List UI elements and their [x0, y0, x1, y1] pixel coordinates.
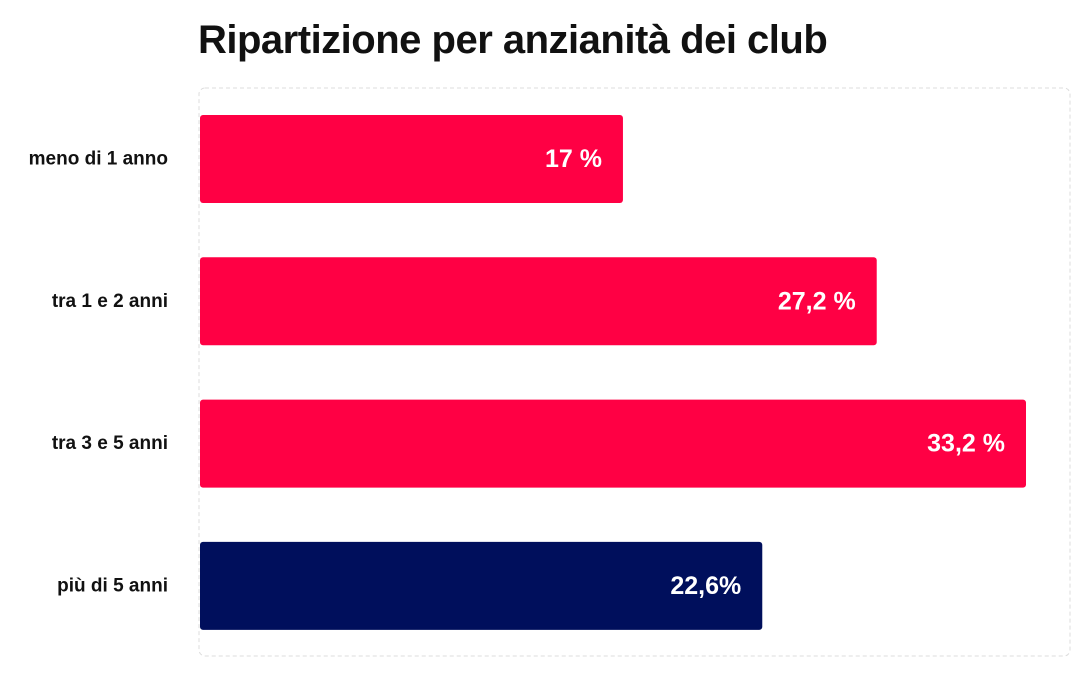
value-label: 27,2 % [778, 287, 856, 315]
value-label: 33,2 % [927, 430, 1005, 458]
category-label: meno di 1 anno [29, 149, 168, 170]
chart-title: Ripartizione per anzianità dei club [198, 18, 828, 62]
bars-layer: meno di 1 anno 17 % tra 1 e 2 anni 27,2 % tr… [29, 115, 1026, 630]
category-label: più di 5 anni [57, 575, 168, 596]
value-label: 22,6% [670, 572, 741, 600]
category-label: tra 1 e 2 anni [52, 291, 168, 312]
category-label: tra 3 e 5 anni [52, 433, 168, 454]
value-label: 17 % [545, 145, 602, 173]
bar [200, 257, 877, 346]
plot-area-border [198, 87, 1071, 657]
bar [200, 541, 763, 630]
bar [200, 399, 1026, 488]
bar [200, 115, 623, 203]
